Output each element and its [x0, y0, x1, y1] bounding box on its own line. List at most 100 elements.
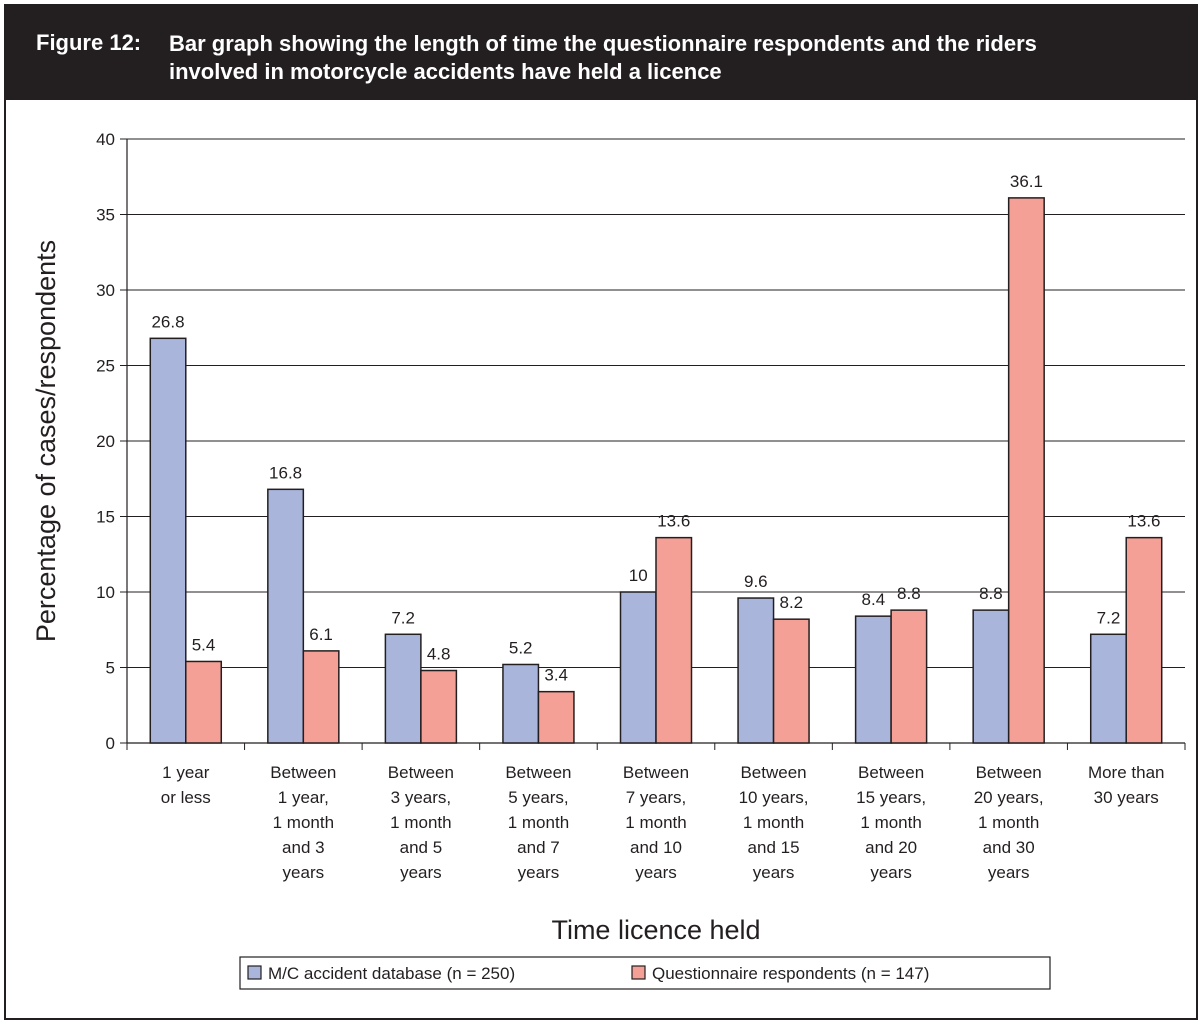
bar	[420, 669, 458, 744]
x-tick-label-line: years	[988, 863, 1030, 882]
data-label: 7.2	[391, 608, 415, 627]
data-label: 5.4	[192, 635, 216, 654]
x-tick-label-line: Between	[858, 763, 924, 782]
bar	[972, 609, 1010, 744]
x-tick-label-line: and 7	[517, 838, 560, 857]
x-tick-label-line: 10 years,	[739, 788, 809, 807]
x-tick-label-line: More than	[1088, 763, 1165, 782]
bar	[1089, 633, 1127, 744]
x-tick-label-line: Between	[388, 763, 454, 782]
x-tick-label-line: 1 year,	[278, 788, 329, 807]
x-tick-label-line: 20 years,	[974, 788, 1044, 807]
x-tick-label-line: and 20	[865, 838, 917, 857]
x-tick-label-line: 3 years,	[391, 788, 451, 807]
bar	[619, 591, 657, 744]
bar	[149, 337, 187, 744]
legend-swatch	[631, 965, 646, 980]
x-tick-label-line: 1 month	[743, 813, 804, 832]
data-label: 4.8	[427, 645, 451, 664]
x-tick-label-line: 1 month	[978, 813, 1039, 832]
x-tick-label-line: and 5	[400, 838, 443, 857]
bar	[737, 597, 775, 744]
figure-frame: Figure 12: Bar graph showing the length …	[4, 4, 1198, 1020]
data-label: 26.8	[151, 312, 184, 331]
bar	[854, 615, 892, 744]
x-tick-label: More than 30 years	[1088, 763, 1165, 807]
data-label: 36.1	[1010, 172, 1043, 191]
x-tick-label-line: years	[753, 863, 795, 882]
x-tick-label-line: 15 years,	[856, 788, 926, 807]
x-tick-label-line: 1 month	[625, 813, 686, 832]
data-label: 6.1	[309, 625, 333, 644]
x-tick-label: Between 15 years, 1 month and 20 years	[856, 763, 926, 882]
legend-label: Questionnaire respondents (n = 147)	[652, 964, 929, 983]
data-label: 10	[629, 566, 648, 585]
x-tick-label: Between 20 years, 1 month and 30 years	[974, 763, 1044, 882]
bar	[384, 633, 422, 744]
x-tick-label-line: Between	[623, 763, 689, 782]
y-tick-label: 30	[96, 281, 115, 300]
y-tick-label: 10	[96, 583, 115, 602]
bar	[185, 660, 223, 744]
data-label: 13.6	[657, 512, 690, 531]
x-tick-label: Between 5 years, 1 month and 7 years	[505, 763, 571, 882]
x-tick-label: 1 year or less	[161, 763, 211, 807]
y-tick-label: 5	[106, 659, 115, 678]
x-tick-label: Between 1 year, 1 month and 3 years	[270, 763, 336, 882]
x-tick-label-line: years	[635, 863, 677, 882]
x-tick-label-line: and 15	[748, 838, 800, 857]
x-tick-label-line: 1 month	[508, 813, 569, 832]
data-label: 7.2	[1097, 608, 1121, 627]
x-tick-label-line: or less	[161, 788, 211, 807]
data-label: 8.2	[779, 593, 803, 612]
data-label: 8.4	[862, 590, 886, 609]
y-tick-label: 25	[96, 357, 115, 376]
x-tick-label-line: years	[870, 863, 912, 882]
data-label: 8.8	[897, 584, 921, 603]
figure-title-bar: Figure 12: Bar graph showing the length …	[6, 6, 1196, 100]
x-tick-label-line: Between	[976, 763, 1042, 782]
data-label: 16.8	[269, 463, 302, 482]
x-axis-title: Time licence held	[551, 915, 760, 945]
bar	[655, 536, 693, 744]
x-tick-label-line: years	[283, 863, 325, 882]
figure-title: Bar graph showing the length of time the…	[169, 31, 1037, 84]
x-tick-label-line: 1 month	[390, 813, 451, 832]
x-tick-label-line: and 10	[630, 838, 682, 857]
y-tick-label: 40	[96, 130, 115, 149]
bar	[890, 609, 928, 744]
x-tick-label-line: and 3	[282, 838, 325, 857]
x-tick-label-line: 1 month	[860, 813, 921, 832]
x-tick-label-line: Between	[505, 763, 571, 782]
bar	[772, 618, 810, 744]
x-tick-label-line: and 30	[983, 838, 1035, 857]
bar	[267, 488, 305, 744]
x-tick-label-line: 30 years	[1094, 788, 1159, 807]
x-tick-label: Between 10 years, 1 month and 15 years	[739, 763, 809, 882]
bar	[1125, 536, 1163, 744]
x-tick-label-line: years	[518, 863, 560, 882]
data-label: 3.4	[544, 666, 568, 685]
figure-label: Figure 12:	[36, 30, 142, 55]
x-tick-label-line: Between	[740, 763, 806, 782]
data-label: 13.6	[1127, 512, 1160, 531]
x-tick-label-line: 1 year	[162, 763, 210, 782]
y-axis-title: Percentage of cases/respondents	[31, 240, 61, 642]
x-tick-label: Between 3 years, 1 month and 5 years	[388, 763, 454, 882]
bar	[537, 690, 575, 744]
x-tick-label: Between 7 years, 1 month and 10 years	[623, 763, 689, 882]
x-tick-label-line: 7 years,	[626, 788, 686, 807]
y-tick-label: 15	[96, 508, 115, 527]
y-tick-label: 20	[96, 432, 115, 451]
y-tick-label: 0	[106, 734, 115, 753]
x-tick-label-line: 1 month	[273, 813, 334, 832]
data-label: 9.6	[744, 572, 768, 591]
y-tick-label: 35	[96, 206, 115, 225]
legend-swatch	[247, 965, 262, 980]
bar	[502, 663, 540, 744]
legend-label: M/C accident database (n = 250)	[268, 964, 515, 983]
x-tick-label-line: Between	[270, 763, 336, 782]
x-tick-label-line: 5 years,	[508, 788, 568, 807]
x-tick-label-line: years	[400, 863, 442, 882]
